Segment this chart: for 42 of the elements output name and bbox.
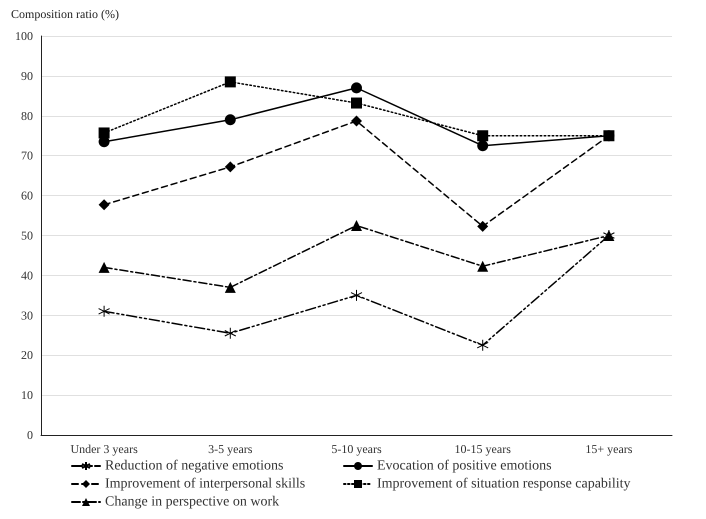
y-tick-label: 10 [21, 388, 33, 402]
point [351, 115, 362, 126]
y-tick-label: 30 [21, 308, 33, 322]
point [350, 289, 362, 302]
y-tick-label: 40 [21, 268, 33, 282]
point [98, 199, 110, 210]
legend-label: Change in perspective on work [105, 494, 280, 510]
point [224, 161, 236, 172]
point [476, 339, 489, 352]
y-tick-label: 90 [21, 68, 33, 83]
point [477, 260, 488, 272]
y-tick-label: 50 [21, 228, 33, 242]
point [477, 130, 488, 142]
y-tick-label: 80 [21, 108, 33, 123]
y-tick-label: 70 [21, 148, 33, 163]
point [351, 220, 362, 232]
y-tick-label: 20 [21, 348, 33, 362]
x-tick-label: 10-15 years [454, 442, 512, 456]
point [224, 282, 236, 293]
point [224, 327, 236, 340]
legend-label: Improvement of situation response capability [377, 476, 630, 492]
x-tick-label: 3-5 years [208, 442, 253, 456]
legend-label: Improvement of interpersonal skills [105, 476, 306, 492]
point [224, 76, 236, 88]
legend-label: Reduction of negative emotions [105, 458, 284, 474]
y-axis-title: Composition ratio (%) [11, 7, 119, 21]
point [98, 262, 110, 273]
x-tick-label: 5-10 years [331, 442, 382, 456]
y-tick-label: 60 [21, 188, 33, 203]
point [477, 140, 488, 152]
y-tick-label: 100 [15, 29, 33, 43]
x-tick-label: 15+ years [585, 442, 633, 456]
point [603, 130, 614, 142]
point [351, 82, 362, 94]
legend-label: Evocation of positive emotions [377, 458, 552, 474]
x-tick-label: Under 3 years [70, 442, 138, 456]
point [477, 220, 488, 232]
point [98, 127, 110, 138]
point [224, 114, 236, 126]
y-tick-label: 0 [27, 428, 33, 442]
point [351, 98, 362, 109]
point [98, 305, 110, 318]
